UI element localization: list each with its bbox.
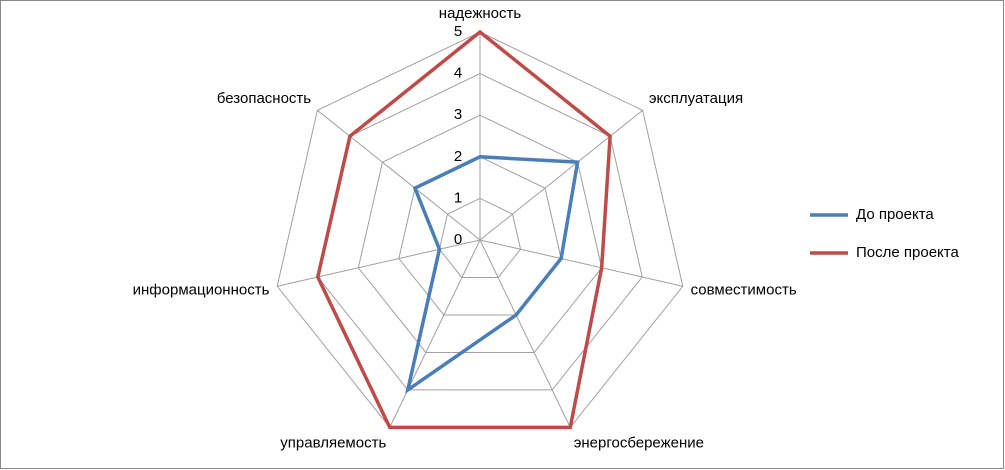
spoke — [277, 239, 481, 287]
category-label: энергосбережение — [574, 435, 704, 452]
legend-label: После проекта — [856, 244, 959, 261]
category-label: информационность — [133, 281, 270, 298]
category-label: безопасность — [217, 90, 311, 107]
category-label: управляемость — [280, 435, 386, 452]
spoke — [389, 239, 481, 428]
series-line — [405, 155, 580, 394]
spoke — [479, 239, 683, 287]
spoke — [317, 109, 481, 241]
r-tick-label: 2 — [454, 148, 462, 165]
grid-ring — [357, 114, 603, 353]
r-tick-label: 4 — [454, 65, 462, 82]
spoke — [479, 109, 643, 241]
category-label: эксплуатация — [649, 90, 743, 107]
spoke — [479, 239, 571, 428]
grid-ring — [398, 156, 562, 316]
r-tick-label: 1 — [454, 189, 462, 206]
category-label: надежность — [439, 5, 522, 22]
legend-label: До проекта — [856, 206, 934, 223]
series-line — [315, 29, 612, 430]
category-label: совместимость — [691, 281, 797, 298]
r-tick-label: 5 — [454, 23, 462, 40]
grid-ring — [438, 197, 522, 278]
r-tick-label: 0 — [454, 231, 462, 248]
r-tick-label: 3 — [454, 106, 462, 123]
